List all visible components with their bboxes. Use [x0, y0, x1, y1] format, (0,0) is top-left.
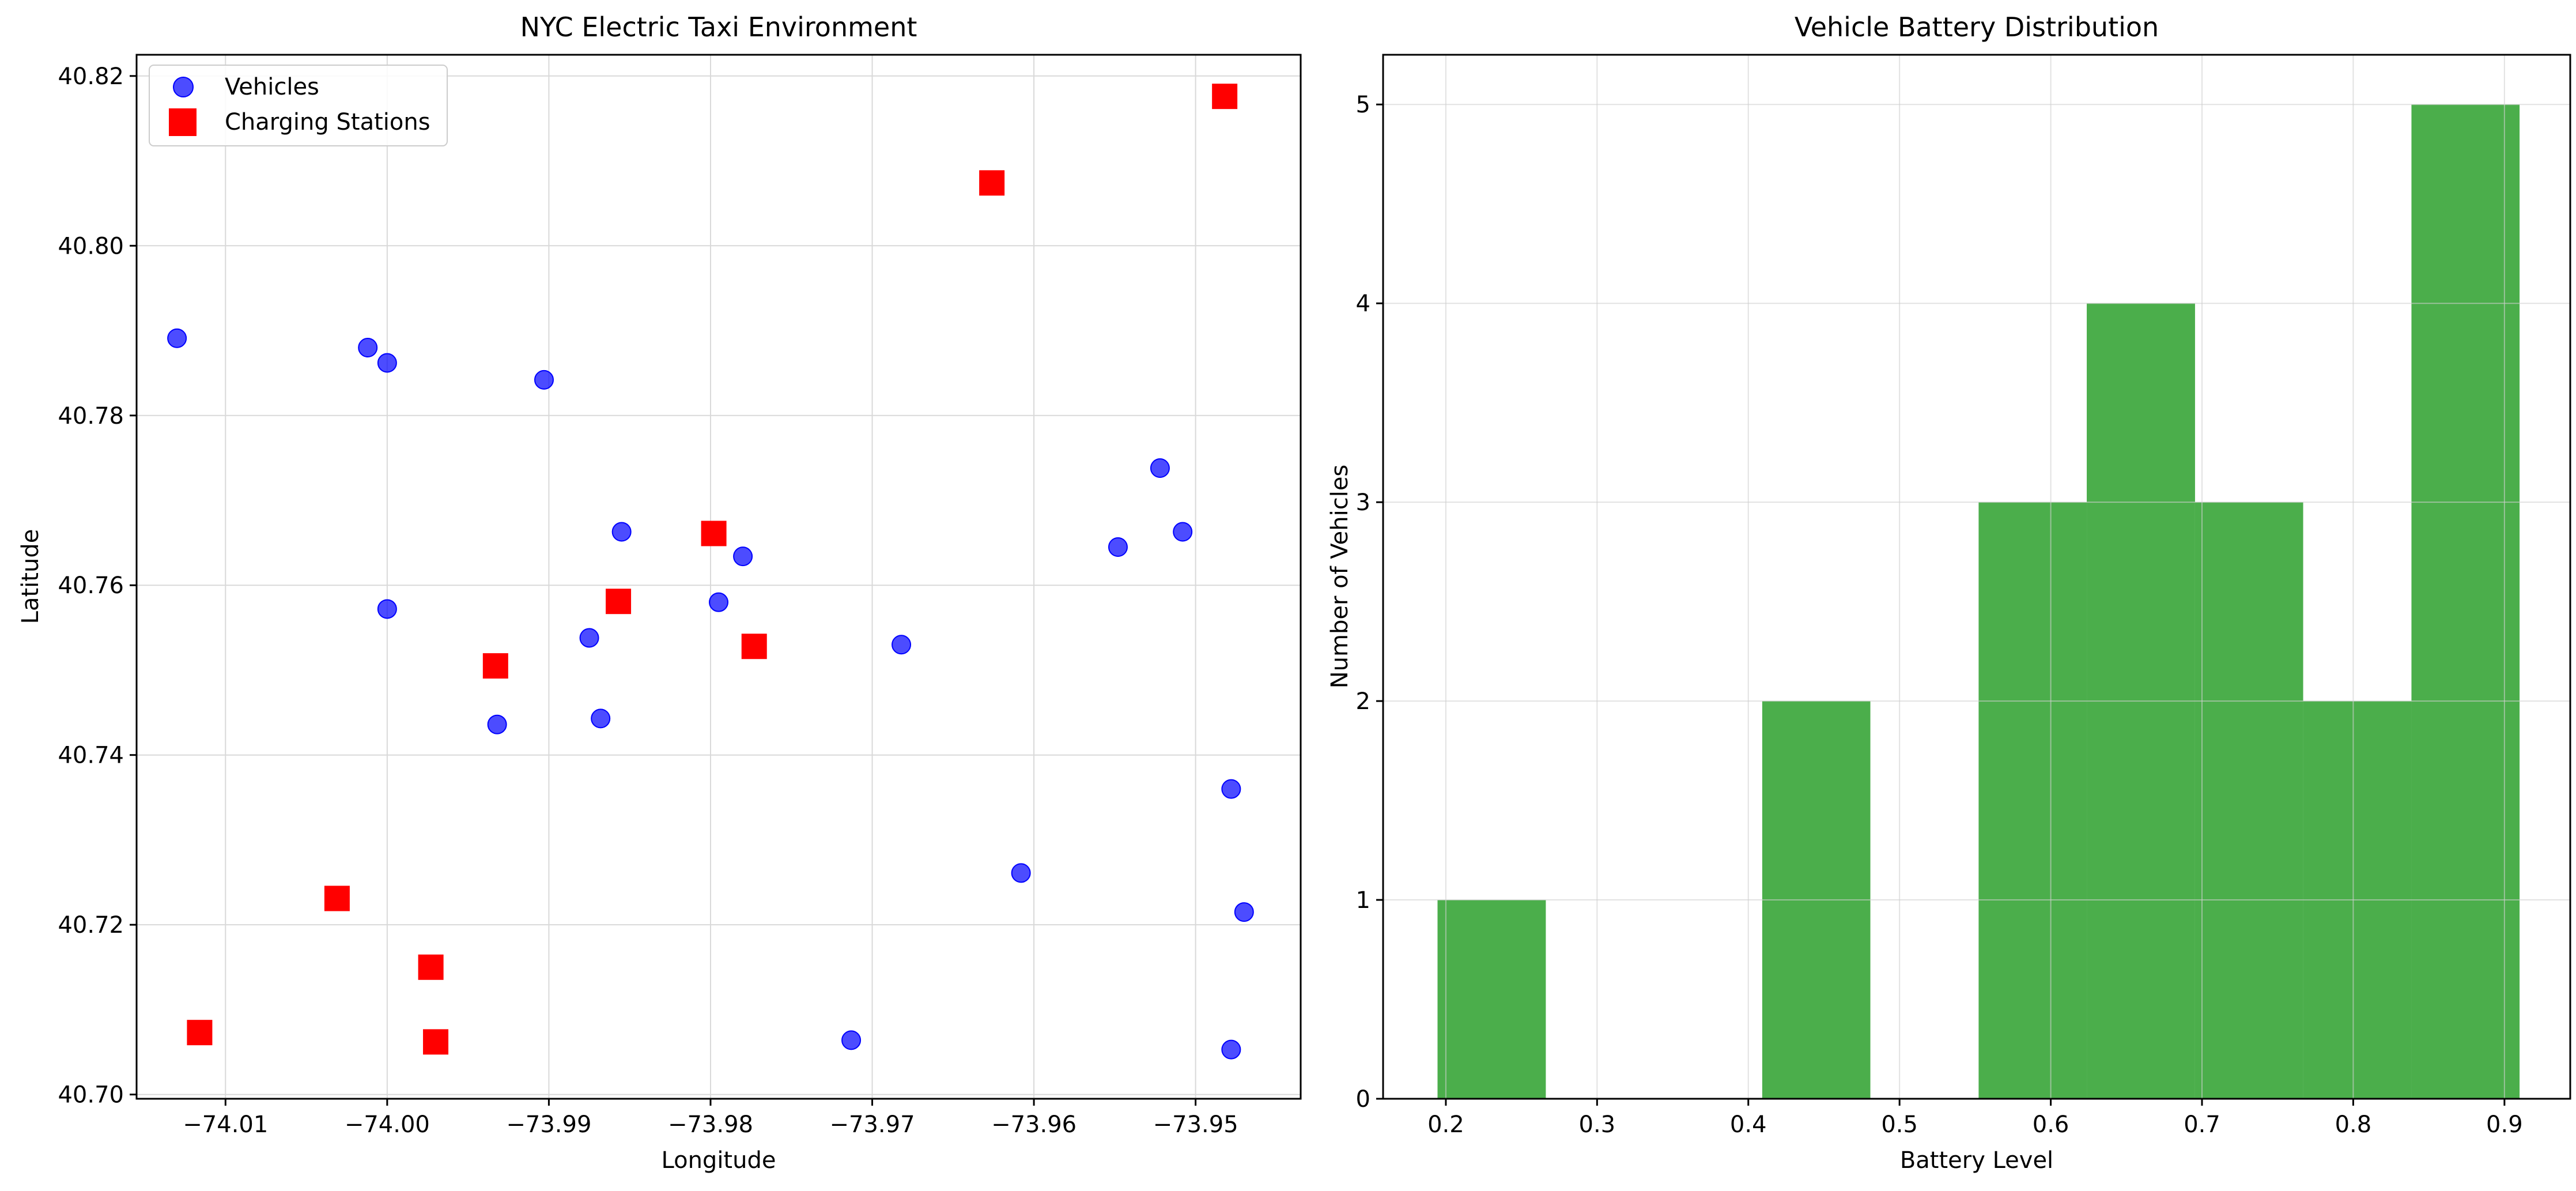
charging-station-point	[418, 954, 444, 980]
histogram-bar	[2411, 104, 2520, 1099]
scatter-x-tick-label: −74.00	[345, 1111, 430, 1138]
scatter-y-tick-label: 40.80	[58, 233, 124, 259]
scatter-y-tick-label: 40.74	[58, 743, 124, 769]
legend-vehicles-marker	[173, 77, 194, 97]
legend-charging-stations-label: Charging Stations	[225, 109, 430, 135]
vehicle-point	[358, 337, 378, 357]
vehicle-point	[167, 328, 187, 348]
histogram-x-tick-label: 0.5	[1881, 1111, 1918, 1138]
scatter-x-tick-label: −73.95	[1153, 1111, 1238, 1138]
scatter-x-tick-label: −73.97	[830, 1111, 915, 1138]
scatter-y-tick-label: 40.70	[58, 1082, 124, 1109]
vehicle-point	[1150, 458, 1170, 478]
histogram-y-ticks: 0 1 2 3 4 5	[1356, 92, 1383, 1113]
legend-charging-stations-marker	[169, 108, 197, 136]
scatter-x-tick-label: −73.98	[668, 1111, 753, 1138]
vehicle-point	[1221, 779, 1241, 799]
histogram-y-axis-label: Number of Vehicles	[1327, 465, 1353, 689]
scatter-plot-frame	[135, 54, 1302, 1100]
charging-station-point	[187, 1020, 213, 1046]
histogram-y-tick-label: 4	[1356, 291, 1370, 317]
histogram-y-tick-label: 5	[1356, 92, 1370, 118]
vehicle-point	[1108, 537, 1128, 557]
histogram-bar	[2194, 502, 2303, 1099]
scatter-grid	[137, 55, 1301, 1099]
histogram-x-tick-label: 0.8	[2335, 1111, 2372, 1138]
scatter-x-axis-label: Longitude	[662, 1147, 776, 1174]
scatter-y-tick-label: 40.82	[58, 63, 124, 90]
vehicle-point	[591, 708, 611, 729]
histogram-bars	[1437, 104, 2520, 1099]
histogram-y-tick-label: 3	[1356, 489, 1370, 516]
scatter-x-tick-label: −74.01	[183, 1111, 268, 1138]
vehicle-point	[892, 635, 912, 655]
vehicle-point	[487, 714, 507, 734]
scatter-y-tick-label: 40.72	[58, 912, 124, 939]
scatter-y-tick-label: 40.78	[58, 403, 124, 429]
vehicle-point	[579, 628, 599, 648]
vehicle-point	[709, 592, 728, 612]
histogram-chart: Vehicle Battery Distribution 0.2 0.3 0.4 0.…	[1327, 12, 2571, 1174]
vehicle-point	[377, 599, 397, 619]
scatter-x-tick-label: −73.96	[991, 1111, 1077, 1138]
histogram-title: Vehicle Battery Distribution	[1795, 12, 2159, 43]
vehicle-point	[611, 522, 632, 542]
charging-station-point	[423, 1029, 449, 1055]
histogram-x-tick-label: 0.3	[1579, 1111, 1616, 1138]
vehicle-point	[1173, 522, 1193, 542]
charging-station-point	[324, 885, 350, 911]
histogram-y-tick-label: 2	[1356, 688, 1370, 715]
vehicle-point	[1221, 1039, 1241, 1060]
charging-station-point	[741, 634, 767, 659]
legend-vehicles-label: Vehicles	[225, 74, 319, 100]
histogram-x-ticks: 0.2 0.3 0.4 0.5 0.6 0.7 0.8 0.9	[1427, 1099, 2523, 1138]
histogram-plot-frame	[1382, 54, 2571, 1100]
histogram-x-tick-label: 0.6	[2033, 1111, 2069, 1138]
scatter-y-axis-label: Latitude	[17, 529, 44, 624]
scatter-chart: NYC Electric Taxi Environment −74.01 −74.…	[17, 12, 1302, 1174]
histogram-bar	[1978, 502, 2087, 1099]
charging-station-markers	[187, 84, 1238, 1055]
histogram-x-tick-label: 0.7	[2184, 1111, 2220, 1138]
histogram-x-axis-label: Battery Level	[1900, 1147, 2053, 1174]
charging-station-point	[606, 589, 632, 615]
legend-frame	[149, 65, 448, 146]
scatter-y-tick-label: 40.76	[58, 572, 124, 599]
histogram-y-tick-label: 0	[1356, 1086, 1370, 1113]
histogram-y-tick-label: 1	[1356, 887, 1370, 914]
charging-station-point	[979, 170, 1005, 196]
charging-station-point	[1212, 84, 1238, 110]
vehicle-point	[1234, 902, 1254, 922]
vehicle-point	[377, 353, 397, 373]
scatter-x-ticks: −74.01 −74.00 −73.99 −73.98 −73.97 −73.96 −73.…	[183, 1099, 1238, 1138]
vehicle-point	[1011, 863, 1031, 883]
charging-station-point	[482, 653, 508, 679]
vehicle-point	[733, 546, 753, 567]
vehicle-point	[534, 370, 554, 390]
histogram-x-tick-label: 0.9	[2486, 1111, 2523, 1138]
vehicle-markers	[167, 328, 1254, 1060]
histogram-x-tick-label: 0.4	[1730, 1111, 1767, 1138]
scatter-x-tick-label: −73.99	[506, 1111, 591, 1138]
vehicle-point	[841, 1030, 862, 1050]
scatter-y-ticks: 40.70 40.72 40.74 40.76 40.78 40.80 40.82	[58, 63, 137, 1109]
scatter-legend: Vehicles Charging Stations	[149, 65, 448, 146]
histogram-x-tick-label: 0.2	[1427, 1111, 1464, 1138]
charging-station-point	[701, 521, 727, 546]
histogram-bar	[1437, 900, 1546, 1099]
scatter-title: NYC Electric Taxi Environment	[520, 12, 917, 43]
